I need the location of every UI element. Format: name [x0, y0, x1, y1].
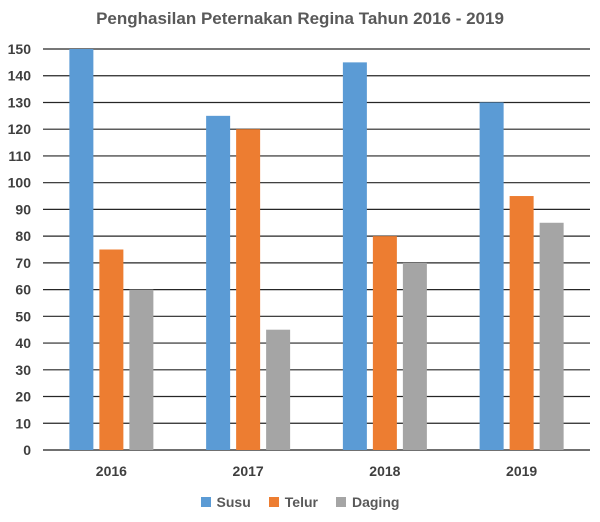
legend-label: Telur	[284, 494, 318, 510]
y-tick-label: 150	[8, 41, 32, 57]
y-tick-label: 140	[8, 68, 32, 84]
y-tick-label: 20	[15, 389, 31, 405]
y-tick-label: 130	[8, 94, 32, 110]
bar-telur-2016	[99, 249, 124, 450]
y-tick-label: 10	[15, 415, 31, 431]
y-tick-label: 30	[15, 362, 31, 378]
x-tick-label: 2016	[96, 463, 127, 479]
bar-susu-2018	[342, 62, 367, 450]
bar-daging-2016	[129, 289, 154, 450]
legend-item-susu: Susu	[200, 494, 251, 510]
y-tick-label: 0	[23, 442, 31, 458]
legend-swatch	[200, 497, 211, 507]
bar-telur-2018	[372, 236, 397, 450]
chart-title: Penghasilan Peternakan Regina Tahun 2016…	[96, 9, 504, 28]
chart-legend: Susu Telur Daging	[0, 494, 600, 510]
legend-item-daging: Daging	[335, 494, 400, 510]
legend-label: Daging	[351, 494, 400, 510]
bar-daging-2018	[402, 262, 427, 450]
legend-item-telur: Telur	[268, 494, 318, 510]
bar-daging-2017	[266, 329, 291, 450]
legend-swatch	[268, 497, 279, 507]
bar-susu-2017	[206, 115, 231, 450]
x-tick-label: 2017	[233, 463, 264, 479]
y-tick-label: 40	[15, 335, 31, 351]
legend-swatch	[335, 497, 346, 507]
x-tick-label: 2018	[369, 463, 400, 479]
y-tick-label: 90	[15, 201, 31, 217]
bar-daging-2019	[539, 222, 564, 450]
bar-susu-2019	[479, 102, 504, 450]
y-tick-label: 110	[8, 148, 31, 164]
y-tick-label: 80	[15, 228, 31, 244]
y-tick-label: 100	[8, 175, 32, 191]
y-tick-label: 50	[15, 308, 31, 324]
bar-susu-2016	[69, 49, 94, 450]
legend-label: Susu	[216, 494, 251, 510]
y-tick-label: 70	[15, 255, 31, 271]
x-tick-label: 2019	[506, 463, 537, 479]
bar-telur-2019	[509, 196, 534, 450]
y-tick-label: 120	[8, 121, 32, 137]
y-tick-label: 60	[15, 282, 31, 298]
bar-telur-2017	[236, 129, 261, 450]
